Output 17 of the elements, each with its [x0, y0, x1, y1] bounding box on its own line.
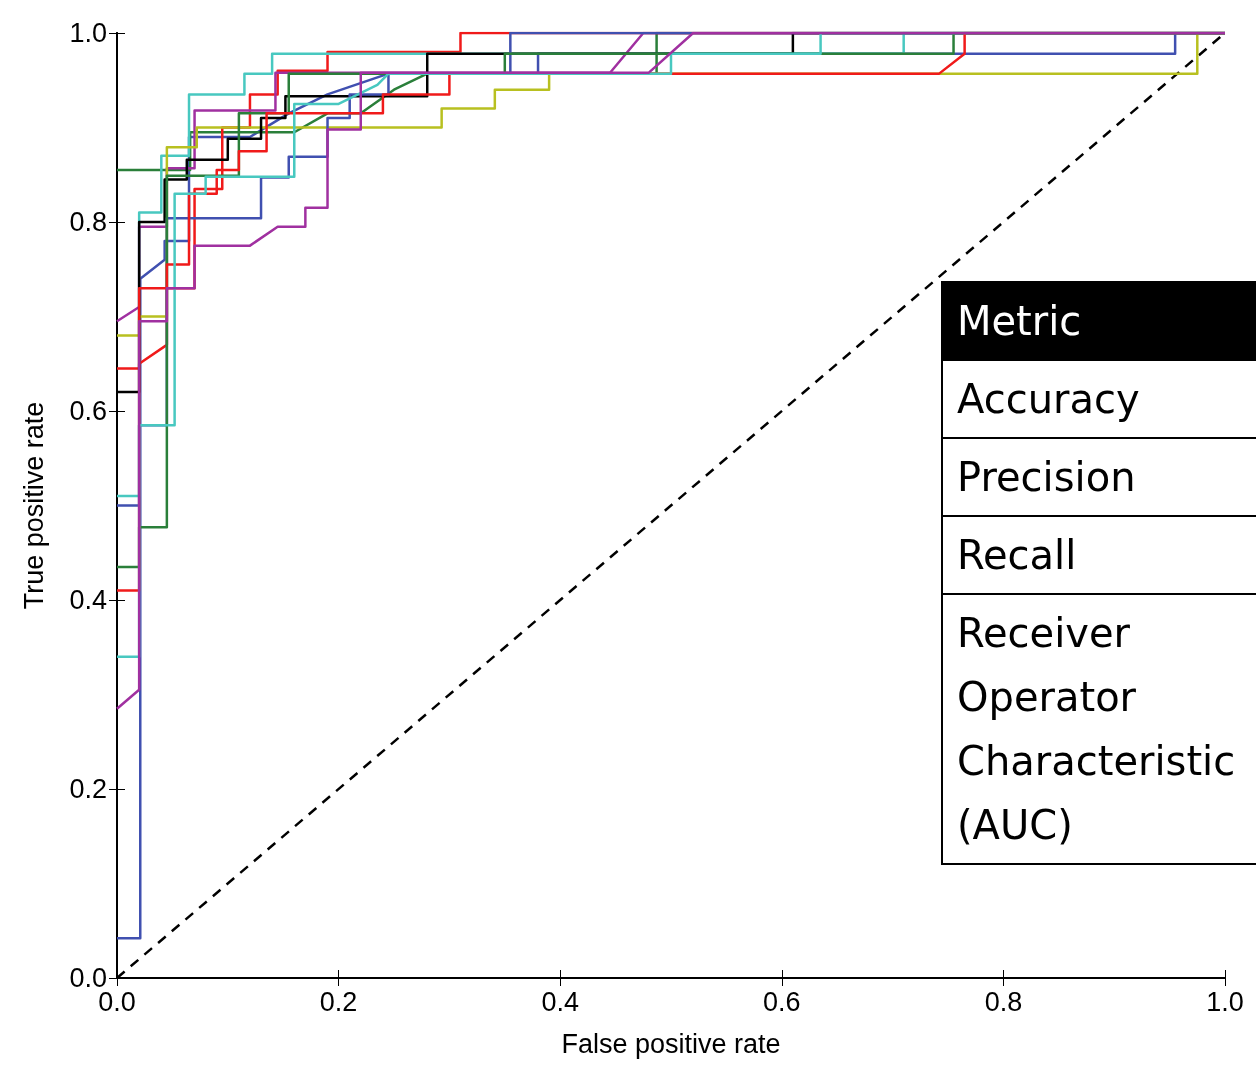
x-tick-label: 1.0 — [1206, 986, 1244, 1017]
y-tick-label: 0.4 — [69, 585, 107, 615]
annotation: Accuracy — [942, 360, 1256, 438]
y-tick-label: 0.2 — [69, 774, 107, 804]
annotation: Metric — [942, 282, 1256, 360]
x-tick-label: 0.6 — [763, 986, 801, 1017]
y-tick-label: 0.6 — [69, 396, 107, 426]
x-tick-label: 0.2 — [319, 986, 358, 1017]
x-tick-label: 0.8 — [984, 986, 1023, 1017]
x-axis-title: False positive rate — [561, 1028, 781, 1059]
y-axis-title: True positive rate — [18, 401, 49, 610]
x-tick-label: 0.4 — [541, 986, 579, 1017]
y-tick-label: 0.8 — [69, 207, 107, 237]
y-tick-label: 1.0 — [69, 18, 107, 48]
annotation: Precision — [942, 438, 1256, 516]
annotation: Receiver Operator Characteristic (AUC) — [942, 594, 1256, 864]
annotation: Recall — [942, 516, 1256, 594]
